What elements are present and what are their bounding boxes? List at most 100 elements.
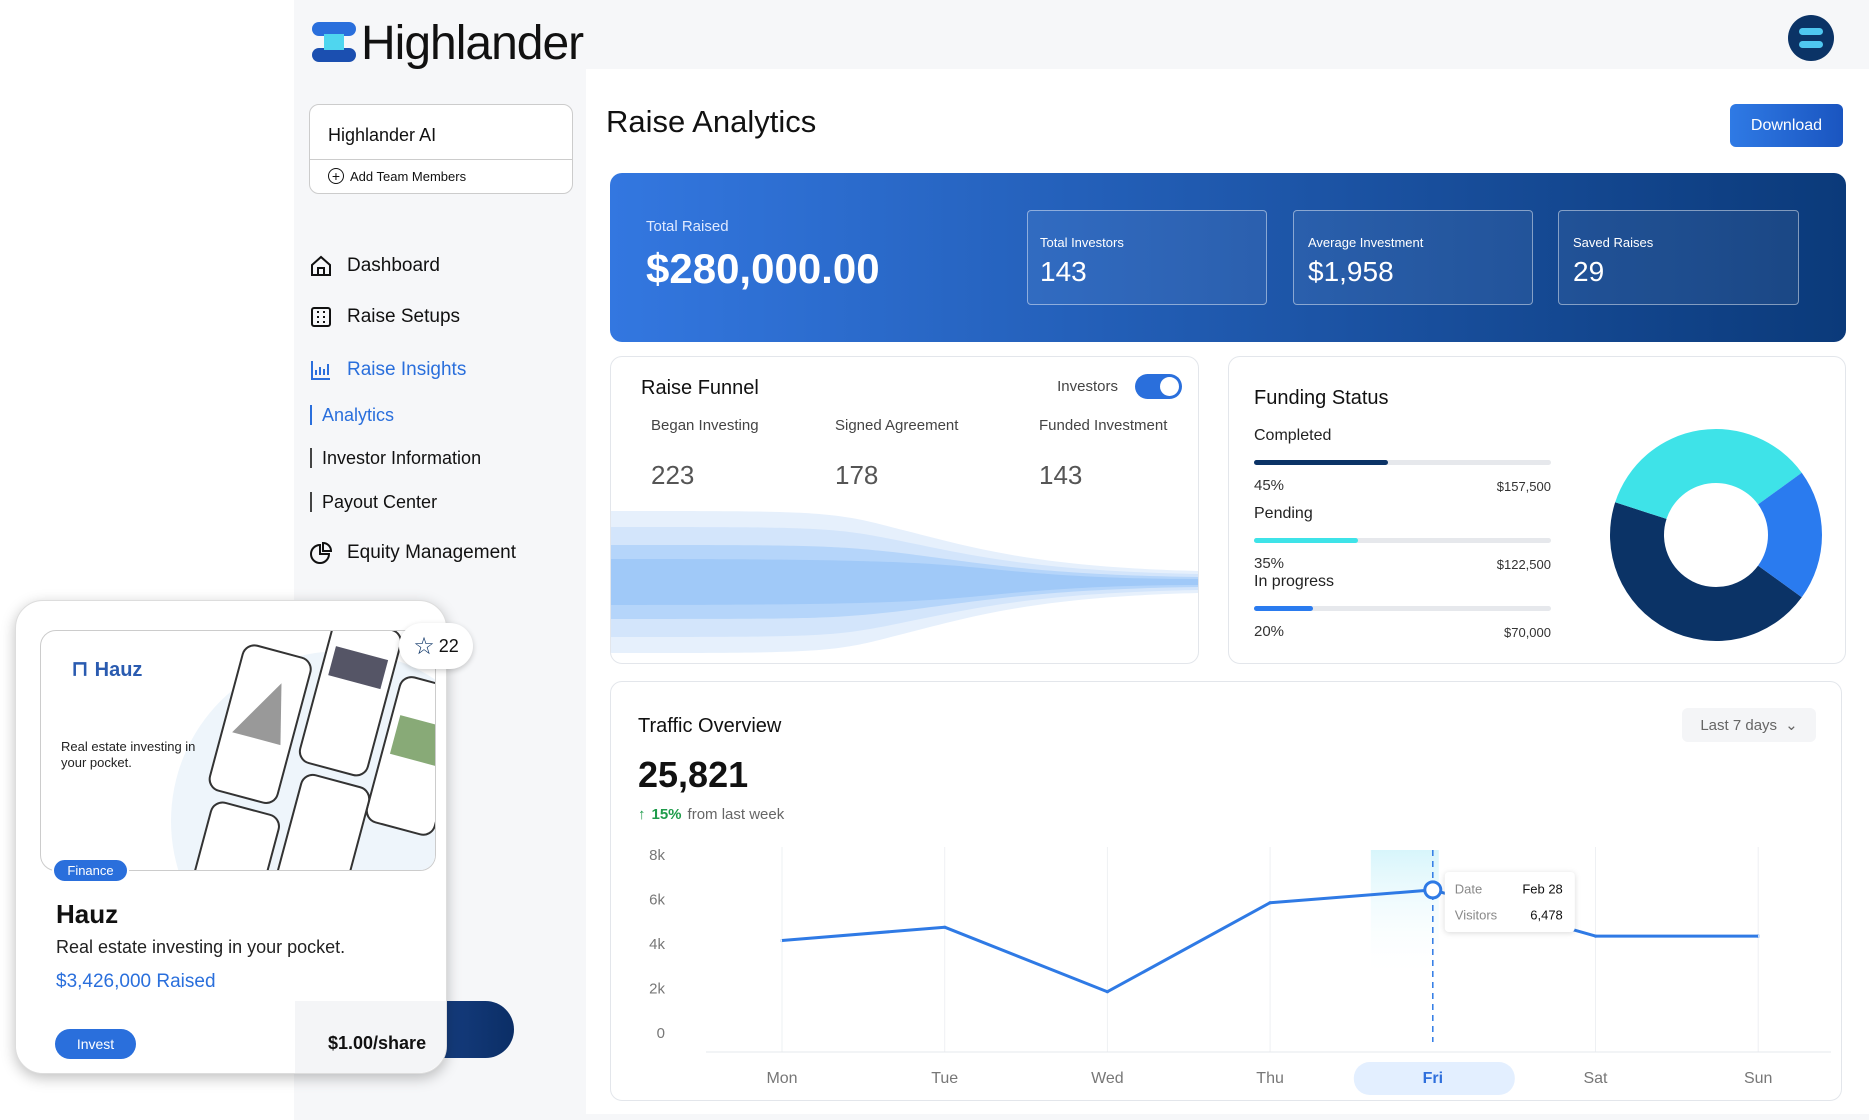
highlight-pill <box>1353 1062 1515 1095</box>
tooltip <box>1444 872 1575 932</box>
sub-nav[interactable]: Analytics <box>310 405 394 425</box>
funding-percent: 35% <box>1254 555 1285 572</box>
progress-bar <box>1254 606 1314 611</box>
card-tagline: Real estate investing in your pocket. <box>61 739 196 770</box>
funding-card: Funding Status Completed 45% $157,500 Pendi… <box>1228 356 1846 664</box>
stage-value: 223 <box>651 460 695 490</box>
x-tick-label: Wed <box>1091 1070 1124 1087</box>
tag: Finance <box>52 858 129 883</box>
y-tick-label: 2k <box>649 980 665 997</box>
total-label: Total Raised <box>646 218 729 235</box>
nav-item[interactable]: Raise Insights <box>309 358 466 382</box>
progress-bar <box>1254 538 1358 543</box>
traffic-card: Traffic Overview Last 7 days ⌄ 25,821 ↑ 15… <box>610 681 1842 1101</box>
x-tick-label: Tue <box>931 1070 958 1087</box>
nav-item[interactable]: Dashboard <box>309 254 440 278</box>
stage-value: 143 <box>1039 460 1083 490</box>
x-tick-label: Sat <box>1583 1070 1608 1087</box>
stat-value: $1,958 <box>1308 256 1394 287</box>
x-tick-label: Sun <box>1744 1070 1772 1087</box>
point <box>1423 880 1443 900</box>
change-value: 15% <box>651 806 682 823</box>
x-tick-label: Fri <box>1423 1070 1443 1087</box>
stat-label: Average Investment <box>1308 235 1424 250</box>
stat-box: Total Investors 143 <box>1027 210 1267 305</box>
nav-label: Raise Insights <box>347 359 467 380</box>
brand: Highlander <box>361 17 584 70</box>
stat-label: Total Investors <box>1040 235 1124 250</box>
funding-amount: $70,000 <box>1504 625 1551 640</box>
project-card[interactable]: ⊓ Hauz Real estate investing in your poc… <box>15 600 473 1074</box>
download-button[interactable]: Download <box>1730 104 1843 147</box>
x-tick-label: Thu <box>1256 1070 1284 1087</box>
funding-item: Pending <box>1254 505 1313 522</box>
y-tick-label: 4k <box>649 936 665 953</box>
nav-label: Raise Setups <box>347 306 461 327</box>
rating-badge[interactable]: ☆ 22 <box>399 623 473 669</box>
stat-value: 29 <box>1573 256 1605 287</box>
change-text: from last week <box>687 806 785 823</box>
progress-track <box>1254 538 1551 543</box>
price: $1.00/share <box>328 1033 427 1053</box>
highlight-column <box>1370 850 1439 980</box>
page-title: Raise Analytics <box>606 104 817 139</box>
y-tick-label: 8k <box>649 847 665 864</box>
range-text: Last 7 days <box>1700 716 1778 734</box>
y-tick-label: 6k <box>649 891 665 908</box>
tooltip-key: Visitors <box>1455 907 1498 922</box>
funnel-card: Raise Funnel Investors Began Investing S… <box>610 356 1199 664</box>
donut-segment <box>1610 502 1802 641</box>
x-tick-label: Mon <box>766 1070 797 1087</box>
nav-label: Dashboard <box>347 255 440 276</box>
funding-amount: $122,500 <box>1496 557 1551 572</box>
toggle-label: Investors <box>1057 378 1118 395</box>
nav-item[interactable]: Raise Setups <box>309 305 460 329</box>
tooltip-value: 6,478 <box>1530 907 1563 922</box>
nav-item[interactable]: Equity Management <box>309 541 516 565</box>
funnel-bands <box>611 511 1198 653</box>
stage-label: Signed Agreement <box>835 417 959 434</box>
y-tick-label: 0 <box>657 1025 665 1042</box>
funding-title: Funding Status <box>1254 387 1389 409</box>
progress-bar <box>1254 460 1388 465</box>
logo-icon <box>312 22 356 62</box>
add-team-text: Add Team Members <box>350 168 467 184</box>
summary-banner: Total Raised $280,000.00 Total Investors… <box>610 173 1846 342</box>
stage-label: Began Investing <box>651 417 759 434</box>
add-team[interactable]: + Add Team Members <box>328 168 466 184</box>
sub-nav[interactable]: Investor Information <box>310 448 481 468</box>
progress-track <box>1254 460 1551 465</box>
donut <box>1610 429 1822 641</box>
funnel-title: Raise Funnel <box>641 377 759 399</box>
tooltip-value: Feb 28 <box>1522 881 1562 896</box>
traffic-title: Traffic Overview <box>638 715 782 737</box>
stat-value: 143 <box>1040 256 1087 287</box>
traffic-chart: 0 2k 4k 6k 8k Mon Tue Wed Thu Fri Sat Sun Date Feb 28… <box>649 847 1831 1095</box>
card-raised: $3,426,000 Raised <box>56 971 216 992</box>
range-select[interactable]: Last 7 days ⌄ <box>1682 708 1816 742</box>
team-box[interactable]: Highlander AI + Add Team Members <box>309 104 573 194</box>
divider <box>310 159 572 160</box>
toggle[interactable] <box>1135 374 1182 399</box>
sub-nav[interactable]: Payout Center <box>310 492 437 512</box>
nav-label: Equity Management <box>347 542 516 563</box>
tooltip-key: Date <box>1455 881 1482 896</box>
funding-item: In progress <box>1254 573 1335 590</box>
invest-button[interactable]: Invest <box>55 1029 136 1059</box>
card-description: Real estate investing in your pocket. <box>56 937 346 957</box>
stat-label: Saved Raises <box>1573 235 1654 250</box>
stat-box: Saved Raises 29 <box>1558 210 1799 305</box>
donut-segment <box>1758 472 1822 598</box>
rating: 22 <box>438 635 459 656</box>
progress-track <box>1254 606 1551 611</box>
card-image: ⊓ Hauz Real estate investing in your poc… <box>40 630 436 871</box>
card-name: Hauz <box>56 899 119 929</box>
card-logo-text: Hauz <box>94 659 143 681</box>
traffic-change: ↑ 15% from last week <box>638 806 785 823</box>
funding-percent: 20% <box>1254 623 1285 640</box>
donut-segment <box>1615 429 1802 519</box>
stat-box: Average Investment $1,958 <box>1293 210 1533 305</box>
avatar[interactable] <box>1788 15 1834 61</box>
phone-mockups <box>171 631 435 870</box>
